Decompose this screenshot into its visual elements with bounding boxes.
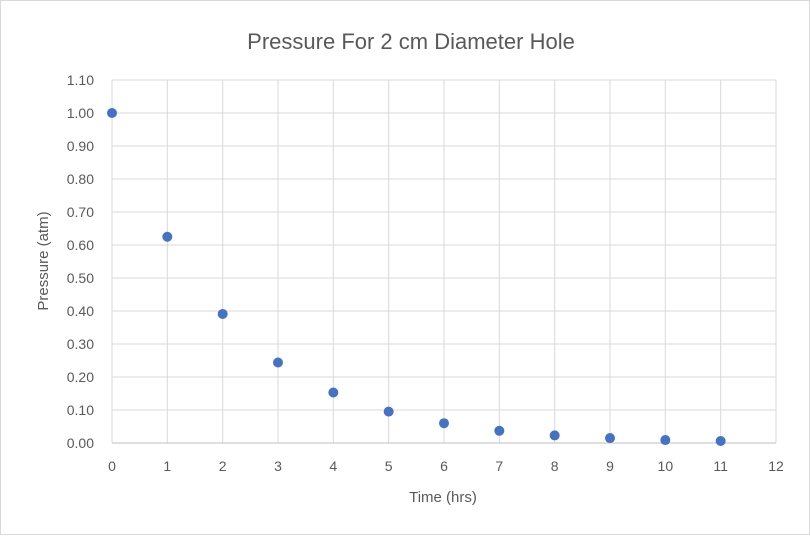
x-tick-label: 12 bbox=[768, 458, 784, 474]
y-tick-label: 0.70 bbox=[67, 204, 94, 220]
chart-title: Pressure For 2 cm Diameter Hole bbox=[247, 29, 575, 54]
y-tick-label: 0.80 bbox=[67, 171, 94, 187]
y-tick-label: 0.00 bbox=[67, 435, 94, 451]
x-tick-label: 7 bbox=[495, 458, 503, 474]
data-point bbox=[439, 418, 449, 429]
x-tick-label: 10 bbox=[658, 458, 674, 474]
y-tick-label: 1.00 bbox=[67, 105, 94, 121]
x-tick-label: 11 bbox=[713, 458, 728, 474]
data-point bbox=[273, 357, 283, 368]
data-point bbox=[715, 436, 726, 447]
x-tick-label: 9 bbox=[606, 458, 614, 474]
y-tick-label: 1.10 bbox=[67, 72, 94, 88]
x-tick-label: 5 bbox=[385, 458, 393, 474]
data-points bbox=[107, 108, 726, 447]
y-tick-label: 0.90 bbox=[67, 138, 94, 154]
gridlines bbox=[111, 79, 777, 444]
data-point bbox=[217, 308, 228, 319]
x-tick-label: 8 bbox=[551, 458, 559, 474]
x-axis-title: Time (hrs) bbox=[409, 489, 477, 506]
y-tick-label: 0.60 bbox=[67, 237, 94, 253]
data-point bbox=[383, 406, 394, 417]
data-point bbox=[494, 425, 505, 436]
y-axis-title: Pressure (atm) bbox=[35, 211, 52, 310]
tick-labels: 0.00 0.10 0.20 0.30 0.40 0.50 0.60 0.70 0.80 0.90… bbox=[67, 72, 784, 474]
data-point bbox=[107, 108, 117, 118]
x-tick-label: 2 bbox=[219, 458, 227, 474]
x-tick-label: 6 bbox=[440, 458, 448, 474]
x-tick-label: 3 bbox=[274, 458, 282, 474]
x-tick-label: 1 bbox=[163, 458, 171, 474]
data-point bbox=[162, 231, 173, 242]
data-point bbox=[328, 387, 339, 398]
y-tick-label: 0.30 bbox=[67, 336, 94, 352]
x-tick-label: 0 bbox=[108, 458, 116, 474]
y-tick-label: 0.40 bbox=[67, 303, 94, 319]
data-point bbox=[660, 435, 671, 446]
y-tick-label: 0.10 bbox=[67, 402, 94, 418]
x-tick-label: 4 bbox=[329, 458, 337, 474]
data-point bbox=[549, 430, 560, 441]
y-tick-label: 0.50 bbox=[67, 270, 94, 286]
data-point bbox=[605, 433, 615, 444]
y-tick-label: 0.20 bbox=[67, 369, 94, 385]
